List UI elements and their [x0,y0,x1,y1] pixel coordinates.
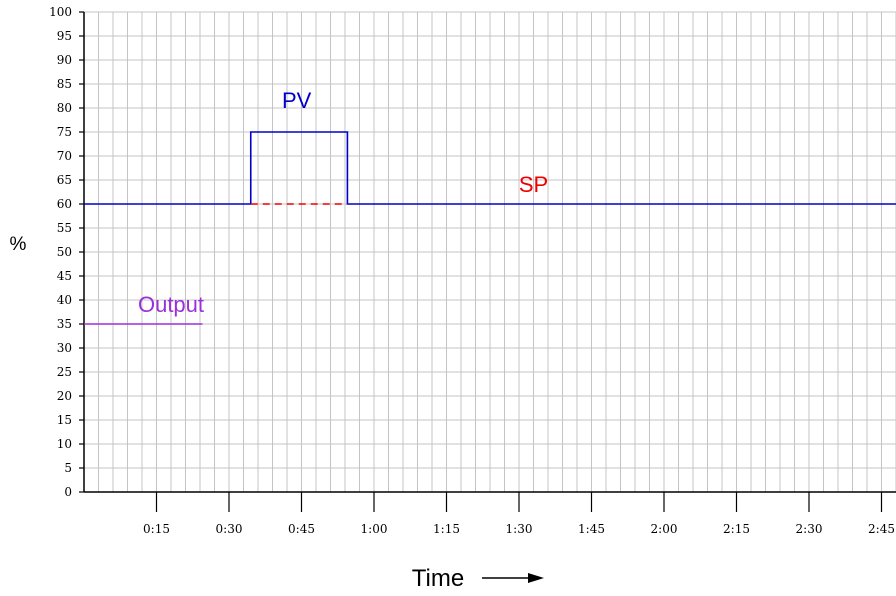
series-label-output: Output [138,292,204,317]
x-tick-label: 2:30 [796,522,823,536]
chart-grid [83,11,896,493]
x-axis-title: Time [412,565,544,592]
right-arrow-icon [482,573,544,583]
x-tick-label: 2:00 [651,522,678,536]
chart-series [84,131,896,325]
y-tick-label: 0 [64,485,72,499]
series-label-sp: SP [519,172,548,197]
x-tick-label: 0:30 [216,522,243,536]
y-axis-label: % [10,234,27,255]
y-tick-label: 80 [57,101,72,115]
x-tick-label: 0:45 [288,522,315,536]
x-tick-label: 2:45 [868,522,895,536]
y-tick-label: 20 [57,389,72,403]
y-axis [79,11,85,493]
y-tick-label: 70 [57,149,72,163]
y-tick-label: 50 [57,245,72,259]
y-tick-labels: 0 5 10 15 20 25 30 35 40 45 50 55 60 65 70 75 80 85 90 95 10… [49,5,72,499]
y-tick-label: 60 [57,197,72,211]
series-line-pv [84,131,896,205]
y-tick-label: 65 [57,173,72,187]
x-tick-label: 2:15 [723,522,750,536]
y-tick-label: 90 [57,53,72,67]
y-tick-label: 95 [57,29,72,43]
x-tick-labels: 0:15 0:30 0:45 1:00 1:15 1:30 1:45 2:00 2:15 2:30… [143,522,895,536]
y-tick-label: 30 [57,341,72,355]
y-tick-label: 5 [64,461,72,475]
y-tick-label: 100 [49,5,72,19]
x-axis [84,491,896,512]
y-tick-label: 40 [57,293,72,307]
y-tick-label: 10 [57,437,72,451]
y-tick-label: 75 [57,125,72,139]
y-tick-label: 55 [57,221,72,235]
series-labels: PV SP Output [138,88,548,317]
y-tick-label: 25 [57,365,72,379]
x-axis-label: Time [412,565,464,592]
x-tick-label: 1:45 [578,522,605,536]
x-tick-label: 1:00 [361,522,388,536]
y-tick-label: 35 [57,317,72,331]
x-tick-label: 1:30 [506,522,533,536]
y-tick-label: 85 [57,77,72,91]
y-tick-label: 15 [57,413,72,427]
x-tick-label: 1:15 [433,522,460,536]
x-tick-label: 0:15 [143,522,170,536]
series-label-pv: PV [282,88,312,113]
y-tick-label: 45 [57,269,72,283]
